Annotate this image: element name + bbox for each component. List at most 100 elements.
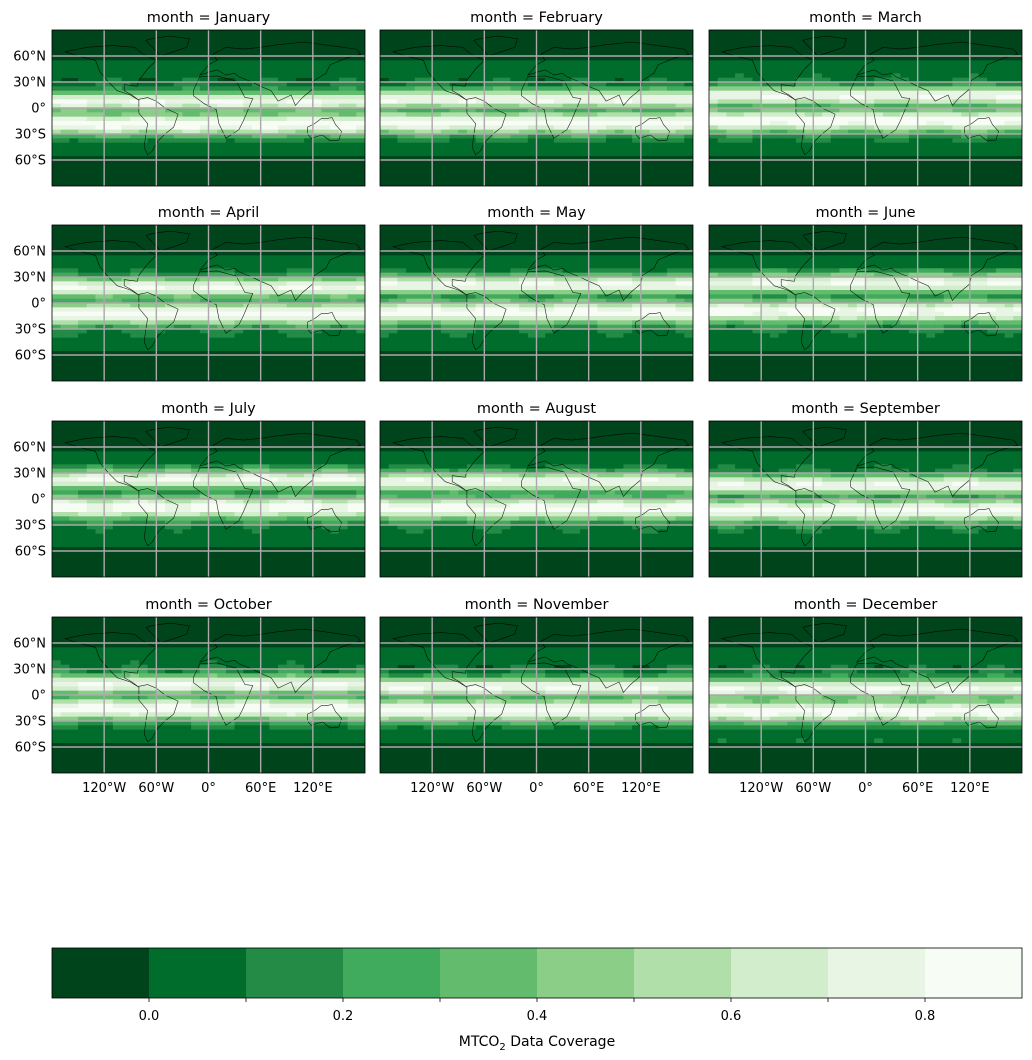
coverage-cell (684, 108, 693, 113)
coverage-cell (278, 346, 288, 352)
coverage-cell (813, 320, 823, 326)
coverage-cell (295, 342, 305, 347)
coverage-cell (95, 151, 105, 157)
coastline (720, 240, 814, 296)
coverage-cell (632, 99, 642, 105)
coverage-cell (304, 294, 314, 300)
coverage-cell (269, 337, 279, 343)
coverage-cell (251, 125, 262, 131)
coverage-cell (709, 99, 719, 105)
coverage-cell (961, 303, 971, 308)
coverage-cell (571, 285, 581, 291)
coverage-cell (406, 285, 416, 291)
coverage-cell (304, 142, 314, 148)
coverage-cell (969, 255, 979, 261)
coverage-cell (588, 60, 598, 66)
coverage-cell (943, 60, 953, 66)
coverage-cell (208, 151, 218, 157)
coverage-cell (52, 112, 62, 118)
coverage-cell (191, 329, 201, 334)
coverage-cell (1013, 272, 1022, 278)
coverage-cell (606, 320, 616, 326)
coverage-cell (138, 337, 149, 343)
coverage-cell (813, 346, 823, 352)
coverage-cell (432, 255, 442, 261)
coverage-cell (822, 346, 832, 352)
coverage-cell (908, 64, 919, 70)
coverage-cell (588, 147, 598, 152)
coverage-cell (761, 112, 771, 118)
coverage-cell (579, 134, 590, 139)
coverage-cell (726, 151, 736, 157)
coverage-cell (597, 337, 607, 343)
coverage-cell (778, 320, 788, 326)
coverage-cell (312, 290, 322, 295)
coverage-cell (278, 311, 288, 317)
coverage-cell (579, 77, 590, 83)
coverage-cell (440, 294, 450, 300)
coverage-cell (449, 129, 459, 135)
coverage-cell (269, 77, 279, 83)
coverage-cell (952, 268, 962, 274)
coverage-cell (432, 346, 442, 352)
coverage-cell (684, 77, 693, 83)
coverage-cell (380, 268, 390, 274)
coverage-cell (606, 60, 616, 66)
coverage-cell (191, 460, 201, 465)
coverage-cell (908, 337, 919, 343)
coverage-cell (709, 259, 719, 265)
coverage-cell (969, 121, 979, 126)
coverage-cell (234, 147, 244, 152)
coverage-cell (822, 290, 832, 295)
coverage-cell (356, 303, 365, 308)
coverage-cell (208, 333, 218, 339)
coverage-cell (165, 346, 175, 352)
coverage-cell (104, 268, 114, 274)
coverage-cell (536, 298, 546, 304)
coverage-cell (545, 324, 555, 330)
coverage-cell (397, 329, 407, 334)
coverage-cell (182, 129, 192, 135)
coverage-cell (260, 60, 270, 66)
coverage-cell (527, 324, 537, 330)
coverage-cell (606, 259, 616, 265)
coverage-cell (260, 337, 270, 343)
coverage-cell (356, 138, 365, 144)
coverage-cell (388, 151, 398, 157)
coverage-cell (406, 333, 416, 339)
coverage-field (709, 30, 1022, 186)
coverage-cell (423, 112, 433, 118)
coverage-cell (961, 268, 971, 274)
coverage-cell (571, 73, 581, 79)
coverage-cell (726, 290, 736, 295)
coverage-cell (553, 346, 563, 352)
coverage-cell (138, 277, 149, 282)
coverage-cell (493, 329, 503, 334)
coverage-cell (995, 95, 1006, 100)
coverage-cell (286, 121, 296, 126)
coverage-cell (952, 151, 962, 157)
coverage-cell (388, 277, 398, 282)
coverage-cell (865, 346, 875, 352)
coverage-cell (536, 86, 546, 92)
coverage-cell (338, 311, 349, 317)
coverage-cell (321, 112, 331, 118)
coverage-cell (649, 147, 659, 152)
coverage-cell (1013, 95, 1022, 100)
coverage-cell (761, 303, 771, 308)
coverage-cell (640, 316, 650, 321)
coverage-cell (614, 138, 624, 144)
coverage-cell (347, 86, 357, 92)
coverage-cell (891, 129, 901, 135)
coverage-cell (943, 134, 953, 139)
coverage-cell (86, 69, 96, 74)
coverage-cell (726, 129, 736, 135)
coverage-cell (182, 142, 192, 148)
coverage-cell (571, 112, 581, 118)
coverage-cell (199, 125, 209, 131)
coverage-cell (804, 151, 814, 157)
coverage-cell (545, 307, 555, 313)
coverage-cell (769, 129, 779, 135)
coverage-cell (709, 320, 719, 326)
coverage-cell (649, 138, 659, 144)
